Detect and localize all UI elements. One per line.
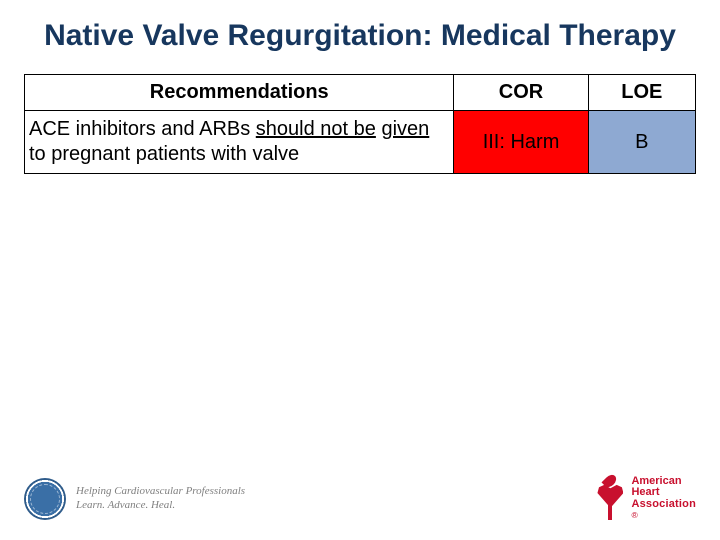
aha-wordmark: American Heart Association®	[631, 476, 696, 522]
slide: Native Valve Regurgitation: Medical Ther…	[0, 0, 720, 540]
rec-text-ul2: given	[381, 118, 429, 140]
table-header-row: Recommendations COR LOE	[25, 75, 696, 111]
th-loe: LOE	[588, 75, 695, 111]
loe-cell: B	[588, 111, 695, 174]
th-cor: COR	[454, 75, 588, 111]
aha-logo: American Heart Association®	[595, 476, 696, 522]
footer: Helping Cardiovascular Professionals Lea…	[0, 476, 720, 522]
aha-word3: Association	[631, 499, 696, 511]
tagline-line1: Helping Cardiovascular Professionals	[76, 485, 245, 499]
tagline-line2: Learn. Advance. Heal.	[76, 499, 245, 513]
cor-cell: III: Harm	[454, 111, 588, 174]
recommendations-table: Recommendations COR LOE ACE inhibitors a…	[24, 74, 696, 174]
slide-title: Native Valve Regurgitation: Medical Ther…	[24, 18, 696, 54]
rec-text-pre: ACE inhibitors and ARBs	[29, 118, 256, 140]
th-recommendations: Recommendations	[25, 75, 454, 111]
acc-tagline: Helping Cardiovascular Professionals Lea…	[76, 485, 245, 513]
acc-seal-icon	[24, 478, 66, 520]
left-logo-group: Helping Cardiovascular Professionals Lea…	[24, 478, 245, 520]
rec-text-ul1: should not be	[256, 118, 376, 140]
aha-registered: ®	[631, 510, 637, 520]
aha-heart-torch-icon	[595, 478, 625, 520]
recommendation-cell: ACE inhibitors and ARBs should not be gi…	[25, 111, 454, 174]
table-row: ACE inhibitors and ARBs should not be gi…	[25, 111, 696, 174]
rec-text-post: to pregnant patients with valve	[29, 143, 299, 165]
